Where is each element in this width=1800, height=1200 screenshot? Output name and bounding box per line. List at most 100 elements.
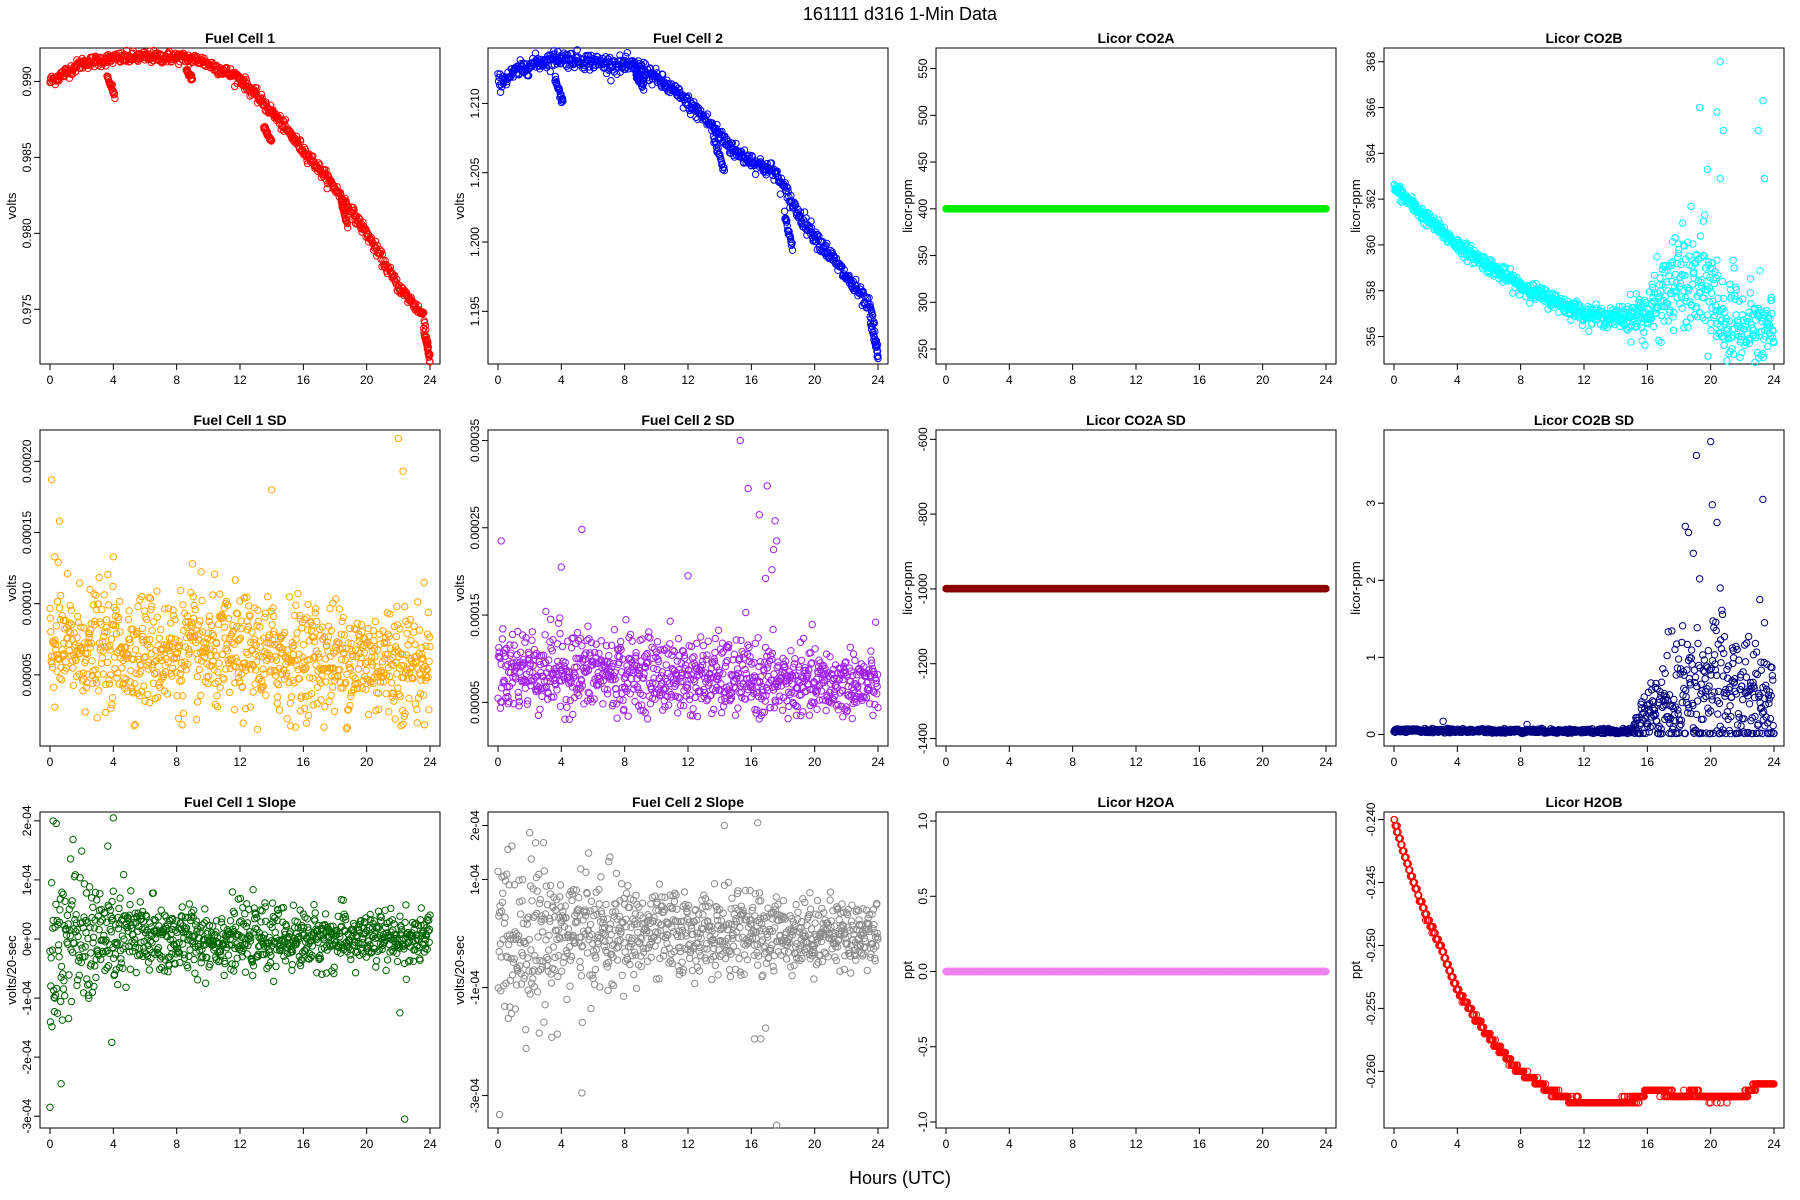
data-point: [99, 670, 108, 678]
data-point: [66, 602, 74, 610]
data-point: [191, 605, 200, 614]
data-point: [328, 683, 337, 691]
x-tick-label: 4: [1454, 373, 1461, 387]
data-point: [496, 704, 505, 712]
data-point: [370, 637, 378, 645]
x-tick-label: 0: [495, 755, 502, 769]
panel-title: Fuel Cell 2: [653, 30, 723, 46]
data-point: [1626, 290, 1635, 299]
data-point: [401, 602, 409, 611]
panel-title: Fuel Cell 1 SD: [193, 412, 286, 428]
data-point: [411, 640, 419, 649]
data-point: [674, 634, 683, 643]
data-point: [1701, 211, 1709, 219]
panel-title: Licor CO2B: [1545, 30, 1622, 46]
x-tick-label: 20: [360, 373, 374, 387]
data-point: [563, 703, 571, 711]
data-point: [399, 467, 407, 475]
data-point: [362, 685, 370, 694]
data-point: [556, 629, 564, 638]
data-point: [1707, 326, 1715, 335]
data-point: [142, 615, 151, 624]
data-point: [52, 622, 60, 630]
points-licor-co2a: [942, 205, 1330, 213]
x-tick-label: 0: [495, 373, 502, 387]
data-point: [285, 593, 294, 601]
data-point: [666, 617, 674, 625]
data-point: [157, 626, 165, 634]
data-point: [67, 606, 76, 614]
data-point: [521, 638, 529, 646]
data-point: [371, 617, 380, 626]
data-point: [689, 705, 697, 713]
x-tick-label: 4: [110, 755, 117, 769]
data-point: [599, 700, 607, 708]
data-point: [325, 697, 333, 706]
data-point: [273, 679, 281, 687]
data-point: [262, 691, 270, 699]
x-tick-label: 20: [808, 373, 822, 387]
y-axis-label: volts: [4, 574, 19, 601]
x-tick-label: 24: [1767, 373, 1781, 387]
data-point: [1760, 174, 1769, 183]
data-point: [309, 701, 317, 709]
panel-title: Fuel Cell 1: [205, 30, 275, 46]
data-point: [239, 719, 247, 727]
x-tick-label: 24: [871, 373, 885, 387]
data-point: [605, 651, 613, 660]
data-point: [261, 609, 269, 617]
data-point: [1719, 126, 1728, 135]
data-point: [339, 613, 347, 622]
data-point: [216, 590, 224, 598]
y-tick-label: 250: [916, 339, 930, 359]
x-tick-label: 16: [1641, 373, 1655, 387]
data-point: [55, 517, 64, 525]
page-title: 161111 d316 1-Min Data: [802, 4, 998, 24]
data-point: [558, 642, 567, 651]
y-tick-label: 0.980: [20, 218, 34, 248]
data-point: [92, 591, 100, 599]
data-point: [751, 170, 760, 179]
data-point: [638, 635, 646, 643]
data-point: [1713, 108, 1721, 116]
x-tick-label: 20: [808, 755, 822, 769]
data-point: [335, 605, 344, 613]
data-point: [92, 53, 100, 61]
x-tick-label: 4: [558, 373, 565, 387]
data-point: [666, 640, 674, 648]
data-point: [542, 607, 550, 616]
data-point: [1704, 352, 1712, 360]
data-point: [176, 586, 185, 595]
x-tick-label: 20: [1704, 373, 1718, 387]
data-point: [1699, 217, 1708, 226]
data-point: [71, 68, 80, 76]
data-point: [780, 207, 789, 216]
y-tick-label: 356: [1364, 326, 1378, 346]
x-tick-label: 24: [1319, 373, 1333, 387]
data-point: [631, 697, 639, 706]
data-point: [273, 693, 282, 701]
data-point: [357, 621, 366, 629]
data-point: [1695, 103, 1704, 112]
data-point: [47, 628, 55, 636]
data-point: [47, 476, 56, 484]
data-point: [351, 646, 360, 654]
data-point: [197, 568, 205, 576]
data-point: [304, 600, 312, 609]
x-tick-label: 16: [1193, 373, 1207, 387]
y-tick-label: 400: [916, 198, 930, 218]
data-point: [111, 94, 119, 103]
data-point: [102, 616, 111, 624]
data-point: [171, 615, 179, 624]
x-tick-label: 8: [1517, 373, 1524, 387]
y-tick-label: 300: [916, 292, 930, 312]
data-point: [294, 589, 302, 598]
y-tick-label: 550: [916, 58, 930, 78]
data-point: [88, 657, 96, 665]
data-point: [109, 553, 118, 561]
data-point: [148, 626, 156, 635]
